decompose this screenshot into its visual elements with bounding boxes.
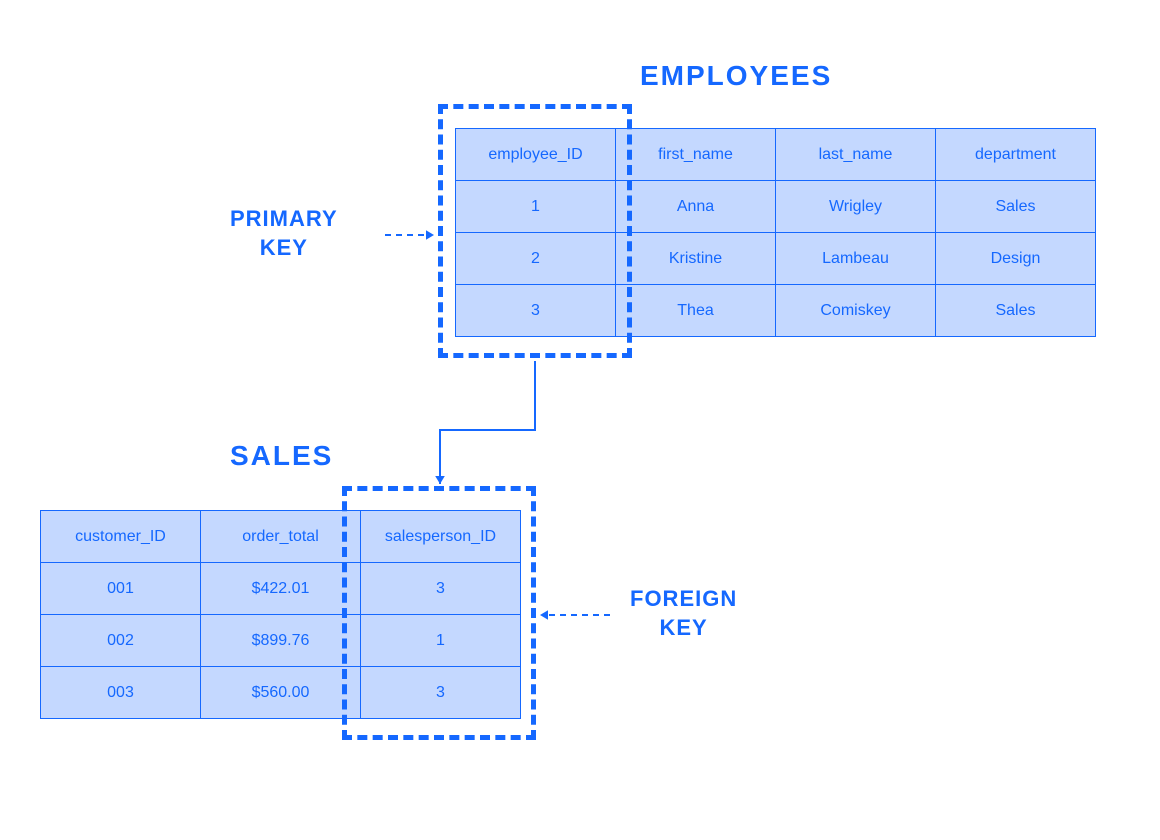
table-cell: 003 — [41, 667, 201, 719]
column-header: order_total — [201, 511, 361, 563]
table-cell: $422.01 — [201, 563, 361, 615]
table-cell: Thea — [616, 285, 776, 337]
table-cell: $899.76 — [201, 615, 361, 667]
column-header: last_name — [776, 129, 936, 181]
column-header: first_name — [616, 129, 776, 181]
table-cell: Comiskey — [776, 285, 936, 337]
foreign-key-label: FOREIGNKEY — [630, 585, 737, 642]
table-cell: Wrigley — [776, 181, 936, 233]
primary-key-label: PRIMARYKEY — [230, 205, 338, 262]
foreign-key-highlight — [342, 486, 536, 740]
table-cell: Anna — [616, 181, 776, 233]
table-cell: Lambeau — [776, 233, 936, 285]
table-cell: 001 — [41, 563, 201, 615]
table-cell: Sales — [936, 285, 1096, 337]
foreign-key-text: FOREIGNKEY — [630, 586, 737, 640]
column-header: customer_ID — [41, 511, 201, 563]
employees-title: EMPLOYEES — [640, 60, 832, 92]
sales-title: SALES — [230, 440, 333, 472]
table-cell: Design — [936, 233, 1096, 285]
column-header: department — [936, 129, 1096, 181]
table-cell: Kristine — [616, 233, 776, 285]
table-cell: Sales — [936, 181, 1096, 233]
primary-key-highlight — [438, 104, 632, 358]
table-cell: $560.00 — [201, 667, 361, 719]
table-cell: 002 — [41, 615, 201, 667]
primary-key-text: PRIMARYKEY — [230, 206, 338, 260]
